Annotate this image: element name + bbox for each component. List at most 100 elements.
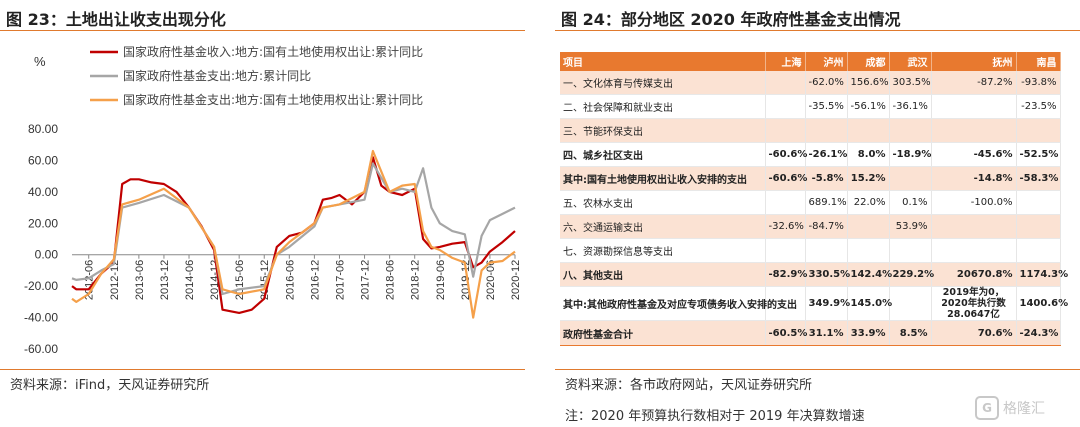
table-cell: -60.5%	[765, 320, 807, 346]
bottom-rule	[0, 369, 525, 370]
x-tick-label: 2020-06	[485, 260, 497, 300]
table-cell: 330.5%	[805, 262, 850, 287]
table-cell	[805, 118, 848, 143]
table-cell: -18.9%	[889, 142, 932, 167]
table-cell: -56.1%	[847, 94, 890, 119]
table-cell	[765, 238, 806, 263]
table-row: 八、其他支出 -82.9% 330.5% 142.4% 229.2% 20670.8% 11…	[560, 262, 1068, 287]
table-cell	[847, 214, 890, 239]
header-city: 泸州	[805, 52, 848, 71]
y-axis: 80.00 60.00 40.00 20.00 0.00 -20.00 -40.00 -60.…	[24, 122, 58, 356]
y-tick-label: -60.00	[24, 342, 58, 356]
row-label: 六、交通运输支出	[560, 214, 766, 239]
table-cell	[847, 238, 890, 263]
row-label: 五、农林水支出	[560, 190, 766, 215]
table-cell	[1016, 238, 1061, 263]
table-row: 政府性基金合计 -60.5% 31.1% 33.9% 8.5% 70.6% -24.3%	[560, 320, 1061, 346]
table-cell: -87.2%	[931, 71, 1017, 95]
table-cell: -32.6%	[765, 214, 806, 239]
legend-label: 国家政府性基金支出:地方:累计同比	[123, 68, 311, 83]
table-cell: 8.5%	[889, 320, 932, 346]
watermark: G 格隆汇	[975, 393, 1075, 423]
table-cell: 1400.6%	[1016, 286, 1068, 321]
watermark-text: 格隆汇	[1003, 401, 1045, 417]
figure-23-title: 图 23：土地出让收支出现分化	[6, 10, 226, 29]
table-cell	[889, 118, 932, 143]
row-label: 其中:其他政府性基金及对应专项债务收入安排的支出	[560, 286, 797, 321]
table-cell	[889, 238, 932, 263]
table-cell: 15.2%	[847, 166, 890, 191]
table-cell: -14.8%	[931, 166, 1017, 191]
y-tick-label: 0.00	[35, 248, 59, 262]
x-tick-label: 2018-06	[385, 260, 397, 300]
header-city: 抚州	[931, 52, 1017, 71]
table-row: 其中:其他政府性基金及对应专项债务收入安排的支出 349.9% 145.0% 2019…	[560, 286, 1068, 321]
legend-label: 国家政府性基金支出:地方:国有土地使用权出让:累计同比	[123, 92, 423, 107]
table-cell: 53.9%	[889, 214, 932, 239]
table-row: 四、城乡社区支出 -60.6% -26.1% 8.0% -18.9% -45.6% -52.…	[560, 142, 1061, 167]
table-cell	[1016, 118, 1061, 143]
x-tick-label: 2013-06	[134, 260, 146, 300]
x-tick-label: 2012-12	[109, 260, 121, 300]
y-tick-label: 60.00	[28, 153, 58, 167]
table-cell: -35.5%	[805, 94, 848, 119]
table-header-row: 项目 上海 泸州 成都 武汉 抚州 南昌	[560, 52, 1061, 71]
x-tick-label: 2014-06	[184, 260, 196, 300]
chart-legend: 国家政府性基金收入:地方:国有土地使用权出让:累计同比国家政府性基金支出:地方:…	[90, 44, 423, 107]
row-label: 一、文化体育与传媒支出	[560, 71, 766, 95]
row-label: 八、其他支出	[560, 262, 766, 287]
table-cell	[847, 118, 890, 143]
table-cell: 31.1%	[805, 320, 848, 346]
table-cell: -24.3%	[1016, 320, 1061, 346]
header-city: 南昌	[1016, 52, 1061, 71]
x-tick-label: 2016-12	[309, 260, 321, 300]
table-cell	[889, 286, 932, 321]
table-cell	[1016, 190, 1061, 215]
table-cell: 142.4%	[847, 262, 892, 287]
table-row: 二、社会保障和就业支出 -35.5% -56.1% -36.1% -23.5%	[560, 94, 1061, 119]
table-cell: 1174.3%	[1016, 262, 1068, 287]
table-cell: 303.5%	[889, 71, 932, 95]
watermark-logo-icon: G	[975, 396, 999, 420]
table-cell: 70.6%	[931, 320, 1017, 346]
x-tick-label: 2016-06	[284, 260, 296, 300]
top-rule	[0, 30, 525, 31]
top-rule	[555, 30, 1080, 31]
table-row: 五、农林水支出 689.1% 22.0% 0.1% -100.0%	[560, 190, 1061, 215]
table-cell: 20670.8%	[931, 262, 1017, 287]
header-item: 项目	[560, 52, 766, 71]
table-cell: -58.3%	[1016, 166, 1061, 191]
chart-series	[71, 149, 516, 319]
table-cell: 689.1%	[805, 190, 848, 215]
fund-expenditure-table: 项目 上海 泸州 成都 武汉 抚州 南昌 一、文化体育与传媒支出 -62.0% 156.6% 30…	[560, 52, 1068, 346]
table-cell: 145.0%	[847, 286, 892, 321]
table-row: 六、交通运输支出 -32.6% -84.7% 53.9%	[560, 214, 1061, 239]
land-transfer-line-chart: 国家政府性基金收入:地方:国有土地使用权出让:累计同比国家政府性基金支出:地方:…	[24, 44, 522, 356]
table-cell	[931, 118, 1017, 143]
row-label: 四、城乡社区支出	[560, 142, 766, 167]
table-cell: 8.0%	[847, 142, 890, 167]
table-cell	[931, 238, 1017, 263]
table-cell: 33.9%	[847, 320, 890, 346]
table-cell	[931, 214, 1017, 239]
right-source-note: 资料来源：各市政府网站，天风证券研究所	[565, 378, 813, 393]
table-cell: -82.9%	[765, 262, 807, 287]
table-row: 三、节能环保支出	[560, 118, 1061, 143]
bottom-rule	[555, 369, 1080, 370]
table-cell: 156.6%	[847, 71, 890, 95]
table-cell: -93.8%	[1016, 71, 1061, 95]
row-label: 其中:国有土地使用权出让收入安排的支出	[560, 166, 766, 191]
y-tick-label: 20.00	[28, 216, 58, 230]
table-cell: -52.5%	[1016, 142, 1061, 167]
row-label: 政府性基金合计	[560, 320, 766, 346]
left-figure-panel: 图 23：土地出让收支出现分化 国家政府性基金收入:地方:国有土地使用权出让:累…	[0, 0, 530, 427]
table-cell: -5.8%	[805, 166, 848, 191]
x-tick-label: 2019-06	[435, 260, 447, 300]
table-cell	[1016, 214, 1061, 239]
header-city: 武汉	[889, 52, 932, 71]
table-cell	[805, 238, 848, 263]
table-cell: -60.6%	[765, 166, 807, 191]
table-cell: -62.0%	[805, 71, 848, 95]
y-tick-label: 40.00	[28, 185, 58, 199]
x-tick-label: 2020-12	[510, 260, 522, 300]
